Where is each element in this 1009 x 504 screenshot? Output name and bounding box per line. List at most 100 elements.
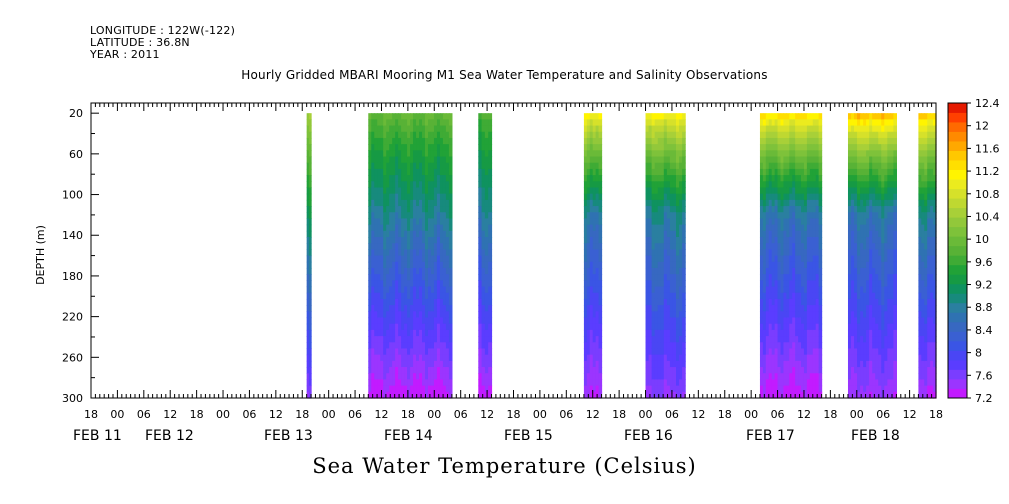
heatmap-cell <box>478 348 483 356</box>
heatmap-cell <box>371 125 375 133</box>
heatmap-cell <box>386 391 390 399</box>
heatmap-cell <box>884 243 888 250</box>
heatmap-cell <box>860 206 864 213</box>
heatmap-cell <box>857 348 861 356</box>
heatmap-cell <box>884 137 888 145</box>
heatmap-cell <box>383 348 387 356</box>
x-date-label: FEB 11 <box>73 428 122 444</box>
y-axis-label: DEPTH (m) <box>34 225 47 285</box>
heatmap-cell <box>660 348 665 356</box>
heatmap-cell <box>425 249 429 257</box>
heatmap-cell <box>392 199 396 207</box>
heatmap-cell <box>921 212 925 220</box>
heatmap-cell <box>803 212 808 220</box>
heatmap-cell <box>930 156 934 164</box>
heatmap-cell <box>771 230 776 238</box>
heatmap-cell <box>392 237 396 244</box>
heatmap-cell <box>872 119 876 127</box>
heatmap-cell <box>481 230 486 238</box>
heatmap-cell <box>395 255 399 263</box>
heatmap-cell <box>806 125 811 133</box>
heatmap-cell <box>809 218 814 226</box>
heatmap-cell <box>881 286 885 294</box>
heatmap-cell <box>374 323 378 331</box>
heatmap-cell <box>786 131 790 139</box>
heatmap-cell <box>488 348 493 356</box>
heatmap-cell <box>798 144 802 151</box>
heatmap-cell <box>924 119 928 127</box>
heatmap-cell <box>815 187 820 195</box>
heatmap-cell <box>780 342 785 350</box>
heatmap-cell <box>780 373 785 381</box>
heatmap-cell <box>795 274 799 281</box>
heatmap-cell <box>682 329 686 337</box>
heatmap-cell <box>924 261 928 269</box>
heatmap-cell <box>857 286 861 294</box>
heatmap-cell <box>854 144 858 151</box>
heatmap-cell <box>595 354 600 362</box>
colorbar-tick-label: 7.2 <box>975 392 993 405</box>
heatmap-cell <box>657 261 662 269</box>
heatmap-cell <box>392 274 396 281</box>
heatmap-cell <box>780 144 785 151</box>
heatmap-cell <box>407 168 411 176</box>
heatmap-cell <box>672 274 677 281</box>
heatmap-cell <box>395 391 399 399</box>
heatmap-cell <box>589 298 594 306</box>
heatmap-cell <box>481 249 486 257</box>
heatmap-cell <box>383 212 387 220</box>
heatmap-cell <box>430 119 435 127</box>
heatmap-cell <box>383 237 387 244</box>
heatmap-cell <box>404 280 408 288</box>
heatmap-cell <box>478 379 483 387</box>
heatmap-cell <box>419 286 423 294</box>
heatmap-cell <box>783 119 787 127</box>
heatmap-cell <box>786 199 790 207</box>
heatmap-cell <box>442 187 447 195</box>
heatmap-cell <box>789 181 793 189</box>
heatmap-cell <box>676 243 680 250</box>
heatmap-cell <box>815 144 820 151</box>
heatmap-cell <box>422 286 426 294</box>
heatmap-cell <box>672 305 677 312</box>
heatmap-cell <box>448 323 453 331</box>
heatmap-cell <box>881 348 885 356</box>
heatmap-cell <box>884 168 888 176</box>
heatmap-cell <box>887 181 891 189</box>
heatmap-cell <box>598 168 603 176</box>
heatmap-cell <box>676 367 680 374</box>
heatmap-cell <box>395 206 399 213</box>
heatmap-cell <box>380 261 384 269</box>
heatmap-cell <box>598 224 603 232</box>
heatmap-cell <box>436 137 441 145</box>
heatmap-cell <box>881 317 885 325</box>
heatmap-cell <box>648 218 653 226</box>
heatmap-cell <box>419 385 423 393</box>
heatmap-cell <box>672 243 677 250</box>
heatmap-cell <box>872 286 876 294</box>
heatmap-cell <box>884 181 888 189</box>
heatmap-cell <box>445 218 450 226</box>
heatmap-cell <box>598 261 603 269</box>
heatmap-cell <box>377 199 381 207</box>
heatmap-cell <box>860 379 864 387</box>
heatmap-cell <box>419 162 423 170</box>
heatmap-cell <box>890 329 894 337</box>
heatmap-cell <box>371 187 375 195</box>
heatmap-cell <box>875 311 879 319</box>
heatmap-cell <box>380 212 384 220</box>
heatmap-cell <box>395 113 399 120</box>
heatmap-cell <box>598 298 603 306</box>
heatmap-cell <box>893 267 897 275</box>
x-tick-label: 18 <box>401 408 415 421</box>
heatmap-cell <box>648 156 653 164</box>
heatmap-cell <box>768 323 773 331</box>
year-label: YEAR : 2011 <box>90 48 160 61</box>
heatmap-cell <box>872 274 876 281</box>
heatmap-cell <box>407 298 411 306</box>
heatmap-cell <box>401 280 405 288</box>
heatmap-cell <box>383 224 387 232</box>
heatmap-cell <box>439 379 444 387</box>
heatmap-cell <box>809 162 814 170</box>
heatmap-cell <box>921 113 925 120</box>
